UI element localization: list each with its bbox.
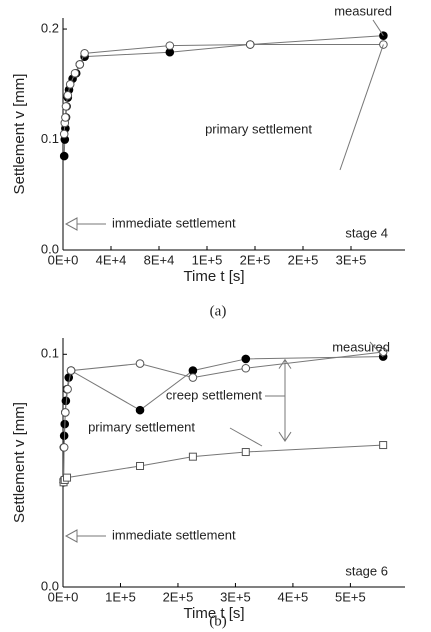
marker [136, 461, 145, 470]
marker [135, 359, 145, 368]
leader [372, 19, 384, 36]
x-tick-label: 0E+0 [48, 252, 79, 267]
marker [379, 31, 388, 40]
marker [70, 68, 80, 78]
marker [66, 366, 76, 375]
marker [379, 40, 388, 49]
marker [75, 60, 85, 69]
marker [188, 452, 197, 461]
marker [63, 473, 72, 482]
y-tick-label: 0.2 [41, 20, 59, 35]
y-axis-label: Settlement v [mm] [11, 402, 28, 523]
marker [60, 408, 70, 417]
y-tick-label: 0.1 [41, 346, 59, 361]
marker [63, 384, 72, 394]
x-tick-label: 1E+5 [192, 252, 223, 267]
marker [241, 363, 251, 373]
x-tick-label: 4E+4 [96, 252, 127, 267]
marker [188, 366, 198, 375]
marker [65, 79, 75, 89]
annotation: primary settlement [88, 419, 195, 434]
annotation: immediate settlement [112, 215, 236, 230]
y-tick-label: 0.0 [41, 578, 59, 593]
leader [369, 341, 384, 357]
marker [241, 354, 251, 364]
caption: (b) [209, 613, 227, 629]
annotation: measured [332, 339, 390, 354]
x-axis-label: Time t [s] [183, 605, 244, 622]
double-arrow [278, 358, 292, 442]
y-axis-label: Settlement v [mm] [11, 74, 28, 195]
y-tick-label: 0.0 [41, 241, 59, 256]
marker [61, 113, 70, 122]
annotation: stage 4 [345, 225, 388, 240]
marker [64, 373, 74, 382]
marker [59, 443, 69, 452]
series-line [63, 444, 384, 483]
marker [80, 49, 89, 58]
marker [63, 91, 73, 100]
x-axis-label: Time t [s] [183, 268, 244, 285]
y-tick-label: 0.1 [41, 131, 59, 146]
x-tick-label: 0E+0 [48, 589, 79, 604]
leader [229, 427, 263, 447]
marker [188, 373, 198, 382]
annotation: stage 6 [345, 563, 388, 578]
series-line [63, 351, 384, 480]
x-tick-label: 3E+5 [220, 589, 251, 604]
marker [135, 405, 145, 415]
x-tick-label: 2E+5 [240, 252, 271, 267]
annotation: primary settlement [205, 121, 312, 136]
leader [339, 44, 384, 171]
marker [165, 41, 175, 50]
caption: (a) [210, 303, 227, 319]
annotation: immediate settlement [112, 527, 236, 542]
x-tick-label: 5E+5 [335, 589, 366, 604]
marker [241, 448, 250, 457]
x-tick-label: 4E+5 [278, 589, 309, 604]
x-tick-label: 3E+5 [336, 252, 367, 267]
arrow [64, 217, 106, 231]
marker [61, 102, 71, 111]
x-tick-label: 2E+5 [163, 589, 194, 604]
series-line [63, 35, 384, 157]
marker [245, 40, 255, 49]
x-tick-label: 2E+5 [288, 252, 319, 267]
annotation: creep settlement [166, 387, 262, 402]
marker [59, 129, 69, 139]
marker [59, 151, 69, 161]
x-tick-label: 8E+4 [144, 252, 175, 267]
annotation: measured [334, 3, 392, 18]
arrow [64, 529, 106, 543]
x-tick-label: 1E+5 [105, 589, 136, 604]
marker [379, 441, 388, 450]
